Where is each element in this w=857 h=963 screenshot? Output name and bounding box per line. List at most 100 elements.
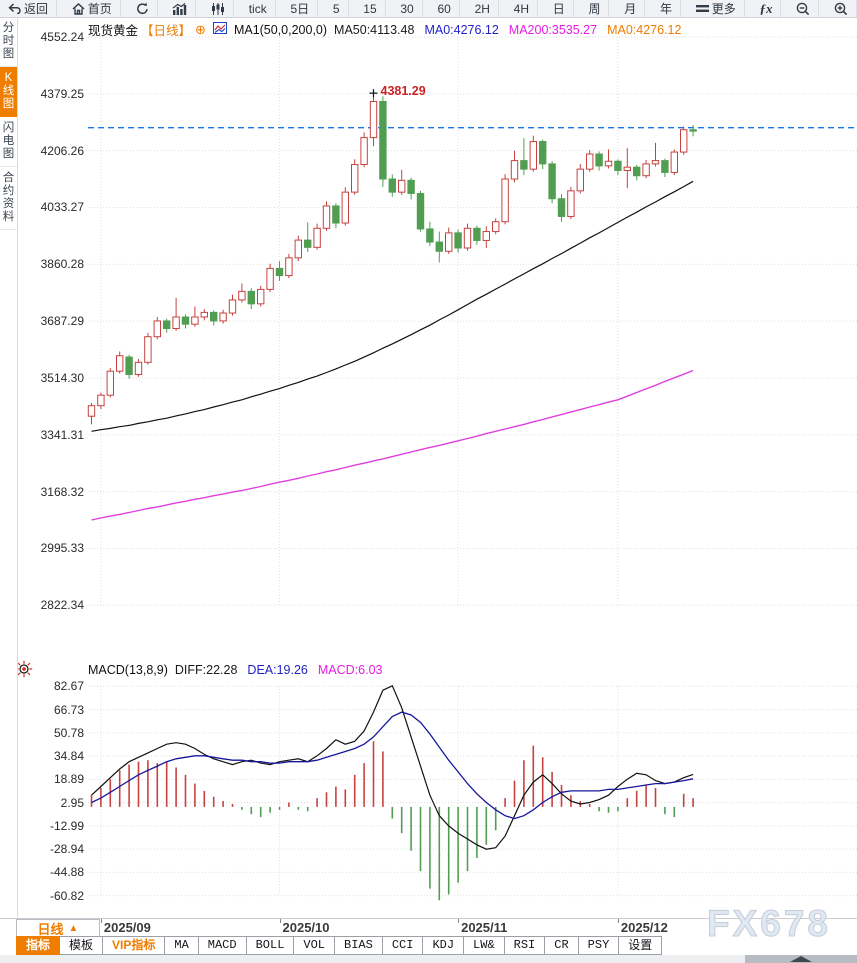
date-tick [279, 919, 281, 923]
toolbar-week-button[interactable]: 周 [580, 0, 610, 17]
period-label: 日线 [37, 922, 64, 937]
date-tick [458, 919, 460, 923]
toolbar-30m-label: 30 [400, 1, 414, 16]
tab-kdj[interactable]: KDJ [423, 936, 465, 955]
expand-up-arrow-icon [790, 956, 812, 962]
ma-legend-item-0: MA50:4113.48 [334, 22, 415, 37]
sidebar-char: 约 [2, 185, 15, 197]
menu-icon [695, 4, 709, 13]
toolbar-day-label: 日 [552, 2, 565, 16]
toolbar-home-button[interactable]: 首页 [64, 0, 121, 17]
bottom-scroll-track[interactable] [0, 955, 857, 963]
indicator-tabs: 指标 模板 VIP指标 MA MACD BOLL VOL BIAS CCI KDJ LW& RSI CR… [16, 936, 663, 955]
tab-settings[interactable]: 设置 [619, 936, 663, 955]
tab-lwr[interactable]: LW& [464, 936, 505, 955]
toolbar-2h-button[interactable]: 2H [467, 0, 499, 17]
macd-tick-label: 18.89 [53, 772, 84, 787]
macd-tick-label: -28.94 [49, 842, 84, 857]
chart-canvas[interactable]: 4381.29 [0, 0, 857, 917]
toolbar-30m-button[interactable]: 30 [392, 0, 423, 17]
tab-vol[interactable]: VOL [294, 936, 336, 955]
tab-template[interactable]: 模板 [60, 936, 104, 955]
toolbar-4h-button[interactable]: 4H [506, 0, 538, 17]
macd-dea-line [91, 711, 694, 820]
sidebar-char: K [4, 72, 13, 84]
toolbar-day-button[interactable]: 日 [545, 0, 574, 17]
period-selector[interactable]: 日线 ▲ [16, 919, 100, 938]
tab-rsi[interactable]: RSI [504, 936, 546, 955]
tab-macd[interactable]: MACD [198, 936, 247, 955]
bottom-scrollbar-thumb[interactable] [745, 955, 857, 963]
tab-indicator[interactable]: 指标 [16, 936, 61, 955]
sidebar-char: 合 [2, 172, 15, 184]
macd-tick-label: -60.82 [49, 888, 84, 903]
tab-cr[interactable]: CR [545, 936, 579, 955]
toolbar-15m-label: 15 [363, 1, 377, 16]
tab-psy[interactable]: PSY [578, 936, 620, 955]
date-label: 2025/12 [620, 920, 668, 935]
ma-legend: MA50:4113.48 MA0:4276.12 MA200:3535.27 MA0:… [334, 23, 681, 37]
toolbar-back-label: 返回 [24, 2, 49, 16]
sidebar-item-time-share[interactable]: 分时图 [0, 17, 17, 67]
sidebar-char: 闪 [2, 122, 15, 134]
add-compare-icon[interactable]: ⊕ [195, 21, 206, 37]
tab-cci[interactable]: CCI [382, 936, 424, 955]
tab-bias[interactable]: BIAS [335, 936, 383, 955]
price-tick-label: 2822.34 [40, 598, 84, 613]
toolbar-refresh-button[interactable] [128, 0, 158, 17]
toolbar-year-label: 年 [659, 2, 672, 16]
candles-icon [211, 2, 225, 15]
toolbar-month-label: 月 [624, 2, 637, 16]
toolbar-more-button[interactable]: 更多 [688, 0, 745, 17]
toolbar-tick-button[interactable]: tick [241, 0, 276, 17]
sidebar-item-lightning[interactable]: 闪电图 [0, 117, 17, 167]
macd-legend-item-2: MACD:6.03 [317, 663, 383, 677]
toolbar-home-label: 首页 [87, 2, 112, 16]
macd-tick-label: 66.73 [53, 702, 84, 717]
sidebar-item-contract-info[interactable]: 合约资料 [0, 167, 17, 230]
toolbar-back-button[interactable]: 返回 [0, 0, 58, 17]
toolbar-60m-button[interactable]: 60 [429, 0, 460, 17]
home-icon [72, 2, 85, 15]
toolbar-zoom-in-button[interactable] [826, 0, 857, 17]
tab-ma[interactable]: MA [165, 936, 199, 955]
watermark: FX678 [706, 903, 831, 945]
ma50-line [91, 180, 694, 432]
macd-tick-label: 50.78 [53, 725, 84, 740]
toolbar-week-label: 周 [588, 2, 601, 16]
tab-boll[interactable]: BOLL [246, 936, 295, 955]
toolbar-month-button[interactable]: 月 [616, 0, 646, 17]
toolbar-year-button[interactable]: 年 [652, 0, 681, 17]
toolbar-15m-button[interactable]: 15 [355, 0, 386, 17]
grid-lines [88, 36, 857, 897]
toolbar-60m-label: 60 [437, 1, 451, 16]
sidebar-char: 图 [2, 98, 15, 110]
macd-legend: DIFF:22.28 DEA:19.26 MACD:6.03 [175, 663, 383, 677]
sidebar-char: 资 [2, 198, 15, 210]
toolbar-zoom-out-button[interactable] [788, 0, 820, 17]
mini-chart-icon[interactable] [212, 22, 227, 37]
symbol-title: 现货黄金 [88, 24, 139, 38]
date-label: 2025/10 [282, 920, 330, 935]
ma200-line [91, 369, 694, 521]
toolbar-line-chart-button[interactable] [164, 0, 197, 17]
date-tick [617, 919, 619, 923]
xaxis-row: 日线 ▲ 2025/09 2025/10 2025/11 2025/12 [0, 918, 857, 938]
tab-vip-indicator[interactable]: VIP指标 [103, 936, 166, 955]
toolbar-candle-style-button[interactable] [203, 0, 234, 17]
price-chart-header: 现货黄金 【日线】 ⊕ MA1(50,0,200,0) MA50:4113.48… [88, 20, 681, 39]
macd-tick-label: 2.95 [60, 795, 84, 810]
toolbar-5d-button[interactable]: 5日 [282, 0, 319, 17]
macd-tick-label: 34.84 [53, 749, 84, 764]
triangle-up-icon: ▲ [68, 923, 79, 934]
ma-settings-label: MA1(50,0,200,0) [233, 22, 328, 37]
zoom-out-icon [796, 2, 810, 16]
price-tick-label: 3687.29 [40, 314, 84, 329]
toolbar-5m-button[interactable]: 5 [325, 0, 349, 17]
refresh-icon [136, 2, 149, 15]
toolbar-fx-button[interactable]: ƒx [751, 0, 782, 17]
ma-legend-item-3: MA0:4276.12 [607, 22, 682, 37]
sidebar-char: 分 [2, 22, 15, 34]
macd-tick-label: -44.88 [49, 865, 84, 880]
